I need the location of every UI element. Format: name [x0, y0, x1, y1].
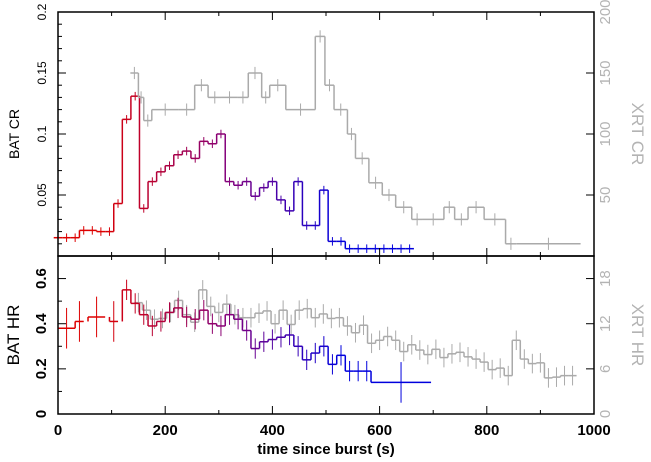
hardness-right-tick-label: 0: [597, 410, 614, 418]
count-rate-axis-ticks: 0.05 0.1 0.15 0.2 50 100 150 200: [35, 0, 614, 245]
hardness-left-tick-label: 0.6: [33, 268, 50, 289]
count-rate-right-axis-label: XRT CR: [628, 103, 647, 166]
time-tick-label: 600: [367, 422, 392, 439]
count-rate-left-tick-label: 0.1: [35, 125, 49, 142]
time-axis-ticks: 0 200 400 600 800 1000: [54, 12, 611, 439]
hardness-right-tick-label: 12: [597, 315, 614, 332]
count-rate-right-tick-label: 150: [597, 60, 614, 85]
count-rate-left-tick-label: 0.2: [35, 3, 49, 20]
count-rate-left-tick-label: 0.05: [35, 183, 49, 207]
hardness-right-tick-label: 18: [597, 270, 614, 287]
hardness-ratio-axis-ticks: 0 0.2 0.4 0.6 0 6 12 18: [33, 268, 614, 418]
hardness-ratio-plot-frame: [57, 255, 595, 415]
hardness-left-tick-label: 0.4: [33, 313, 50, 335]
hardness-left-tick-label: 0.2: [33, 358, 50, 379]
hardness-ratio-left-axis-label: BAT HR: [4, 305, 23, 366]
time-tick-label: 0: [54, 422, 62, 439]
count-rate-left-axis-label: BAT CR: [6, 109, 22, 159]
bat-count-rate-series: [53, 91, 414, 253]
hardness-right-tick-label: 6: [597, 365, 614, 373]
bat-hardness-ratio-series: [58, 279, 432, 403]
hardness-ratio-right-axis-label: XRT HR: [628, 304, 647, 367]
count-rate-right-tick-label: 50: [597, 187, 614, 204]
time-tick-label: 200: [153, 422, 178, 439]
count-rate-plot-frame: [57, 11, 595, 257]
time-tick-label: 1000: [577, 422, 610, 439]
xrt-count-rate-series: [130, 30, 581, 250]
time-axis-label: time since burst (s): [257, 441, 395, 458]
time-tick-label: 400: [260, 422, 285, 439]
count-rate-right-tick-label: 100: [597, 121, 614, 146]
count-rate-left-tick-label: 0.15: [35, 61, 49, 85]
hardness-ratio-panel: 0 0.2 0.4 0.6 0 6 12 18 BAT HR XRT HR: [4, 255, 647, 418]
count-rate-panel: 0.05 0.1 0.15 0.2 50 100 150 200 BAT CR XRT CR: [6, 0, 647, 257]
time-tick-label: 800: [474, 422, 499, 439]
count-rate-right-tick-label: 200: [597, 0, 614, 25]
hardness-left-tick-label: 0: [33, 410, 50, 418]
